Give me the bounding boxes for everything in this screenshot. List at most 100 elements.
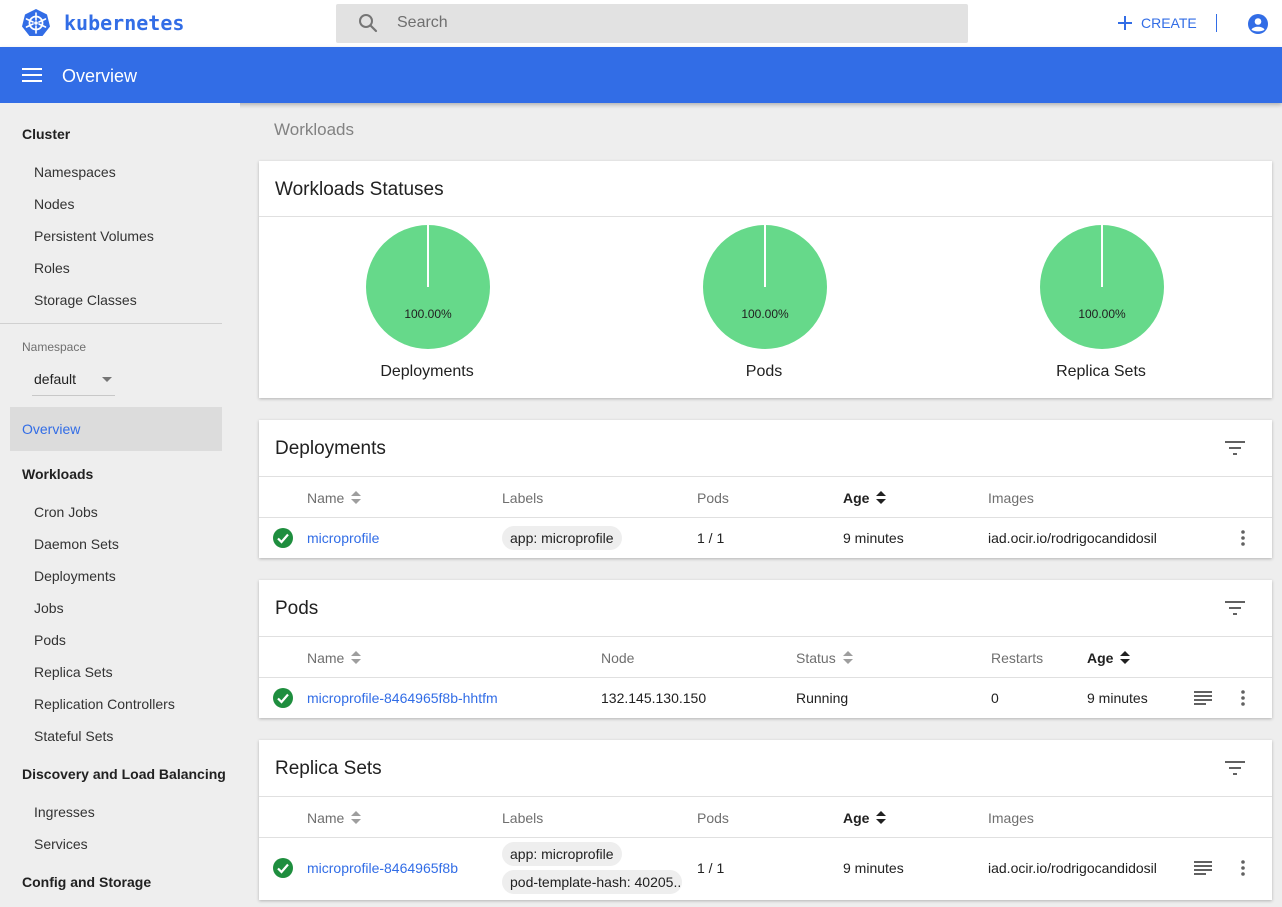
sort-icon [351,811,362,825]
replica-set-age: 9 minutes [843,860,904,876]
column-header-labels: Labels [502,810,543,826]
check-circle-icon [273,528,293,548]
page-toolbar: Overview [0,47,1282,103]
column-header-status[interactable]: Status [796,650,853,666]
sidebar-item-replica-sets[interactable]: Replica Sets [34,664,113,680]
create-button[interactable]: CREATE [1117,13,1197,33]
deployment-name-link[interactable]: microprofile [307,530,380,546]
sort-icon [842,651,853,665]
pods-card: Pods Name Node Status Restarts Age micro… [259,580,1272,718]
column-header-pods: Pods [697,810,729,826]
deployment-image: iad.ocir.io/rodrigocandidosil [988,530,1157,546]
pod-node: 132.145.130.150 [601,690,707,706]
pie-percent-pods: 100.00% [741,307,789,321]
check-circle-icon [273,688,293,708]
card-divider [259,837,1272,838]
sidebar-item-storage-classes[interactable]: Storage Classes [34,292,137,308]
sidebar-item-daemon-sets[interactable]: Daemon Sets [34,536,119,552]
plus-icon [1118,16,1132,30]
namespace-label: Namespace [22,340,87,354]
pod-age: 9 minutes [1087,690,1148,706]
card-divider [259,636,1272,637]
column-header-age[interactable]: Age [843,810,887,826]
column-header-label: Name [307,490,345,506]
card-title: Workloads Statuses [275,179,444,200]
column-header-label: Name [307,650,345,666]
column-header-age[interactable]: Age [843,490,887,506]
sidebar-header-discovery[interactable]: Discovery and Load Balancing [22,766,226,782]
hamburger-menu-icon[interactable] [22,67,42,83]
column-header-label: Images [988,490,1034,506]
logs-icon[interactable] [1194,861,1212,875]
account-icon[interactable] [1247,13,1269,35]
column-header-node: Node [601,650,634,666]
pod-name-link[interactable]: microprofile-8464965f8b-hhtfm [307,690,498,706]
deployments-card: Deployments Name Labels Pods Age Images … [259,420,1272,558]
filter-icon[interactable] [1225,441,1245,455]
kubernetes-logo-icon[interactable] [21,8,51,38]
column-header-label: Age [843,810,870,826]
column-header-name[interactable]: Name [307,490,362,506]
column-header-age[interactable]: Age [1087,650,1131,666]
card-divider [259,476,1272,477]
column-header-label: Age [843,490,870,506]
pie-chart-replica-sets: 100.00% [1040,225,1164,349]
column-header-labels: Labels [502,490,543,506]
namespace-select[interactable]: default [32,368,115,396]
column-header-label: Node [601,650,635,666]
sidebar-header-cluster[interactable]: Cluster [22,126,71,142]
column-header-name[interactable]: Name [307,810,362,826]
sidebar-item-cron-jobs[interactable]: Cron Jobs [34,504,98,520]
sidebar-item-services[interactable]: Services [34,836,88,852]
sidebar-divider [0,323,222,324]
filter-icon[interactable] [1225,761,1245,775]
logs-icon[interactable] [1194,691,1212,705]
search-input[interactable] [397,12,937,34]
sidebar-item-deployments[interactable]: Deployments [34,568,116,584]
column-header-name[interactable]: Name [307,650,362,666]
sidebar-item-ingresses[interactable]: Ingresses [34,804,95,820]
sidebar-item-roles[interactable]: Roles [34,260,70,276]
card-divider [259,677,1272,678]
sidebar-item-stateful-sets[interactable]: Stateful Sets [34,728,114,744]
card-divider [259,796,1272,797]
pie-chart-deployments: 100.00% [366,225,490,349]
pod-status: Running [796,690,849,706]
column-header-label: Age [1087,650,1114,666]
card-title: Replica Sets [275,758,382,779]
sidebar-item-replication-controllers[interactable]: Replication Controllers [34,696,175,712]
sidebar-item-overview[interactable]: Overview [10,407,222,451]
check-circle-icon [273,858,293,878]
sort-icon [876,491,887,505]
column-header-restarts: Restarts [991,650,1043,666]
workloads-statuses-card: Workloads Statuses 100.00% Deployments 1… [259,161,1272,398]
namespace-select-value: default [34,371,77,387]
sidebar-item-nodes[interactable]: Nodes [34,196,75,212]
more-vert-icon[interactable] [1241,690,1245,706]
brand-name[interactable]: kubernetes [64,11,185,35]
sidebar-item-namespaces[interactable]: Namespaces [34,164,116,180]
replica-set-name-link[interactable]: microprofile-8464965f8b [307,860,458,876]
column-header-pods: Pods [697,490,729,506]
create-button-label: CREATE [1141,15,1197,31]
filter-icon[interactable] [1225,601,1245,615]
pie-label-replica-sets: Replica Sets [1056,363,1146,380]
label-chip: pod-template-hash: 40205... [502,870,682,894]
column-header-label: Labels [502,490,544,506]
replica-set-pods: 1 / 1 [697,860,725,876]
pie-percent-deployments: 100.00% [404,307,452,321]
more-vert-icon[interactable] [1241,860,1245,876]
more-vert-icon[interactable] [1241,530,1245,546]
search-icon [359,14,378,33]
sidebar-item-pods[interactable]: Pods [34,632,66,648]
sidebar-item-jobs[interactable]: Jobs [34,600,64,616]
column-header-label: Restarts [991,650,1044,666]
pie-percent-replica-sets: 100.00% [1078,307,1126,321]
sidebar-item-persistent-volumes[interactable]: Persistent Volumes [34,228,154,244]
column-header-images: Images [988,810,1034,826]
replica-sets-card: Replica Sets Name Labels Pods Age Images… [259,740,1272,900]
column-header-images: Images [988,490,1034,506]
sidebar-header-workloads[interactable]: Workloads [22,466,94,482]
card-divider [259,517,1272,518]
sidebar-header-config-storage[interactable]: Config and Storage [22,874,152,890]
